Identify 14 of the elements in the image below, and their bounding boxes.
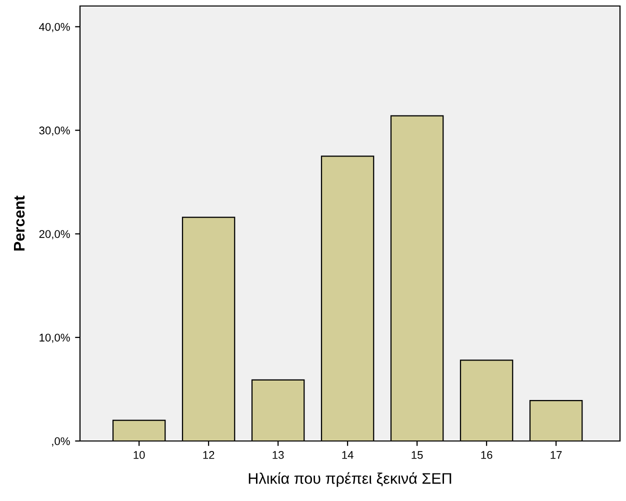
y-tick-label: 20,0% [39,230,70,240]
y-axis-title: Percent [14,196,25,250]
x-tick-label: 17 [550,451,562,459]
x-tick-label: 13 [272,451,284,459]
x-tick-label: 14 [342,451,354,459]
y-tick-label: 30,0% [39,126,70,136]
x-tick-label: 12 [203,451,214,459]
y-tick-label: 40,0% [39,22,70,32]
x-tick-label: 16 [481,451,492,459]
y-tick-label: ,0% [52,437,70,446]
x-tick-label: 15 [412,451,423,459]
x-tick-label: 10 [134,451,145,459]
y-tick-label: 10,0% [40,334,70,343]
x-axis-title: Ηλικία που πρέπει ξεκινά ΣΕΠ [248,472,452,487]
